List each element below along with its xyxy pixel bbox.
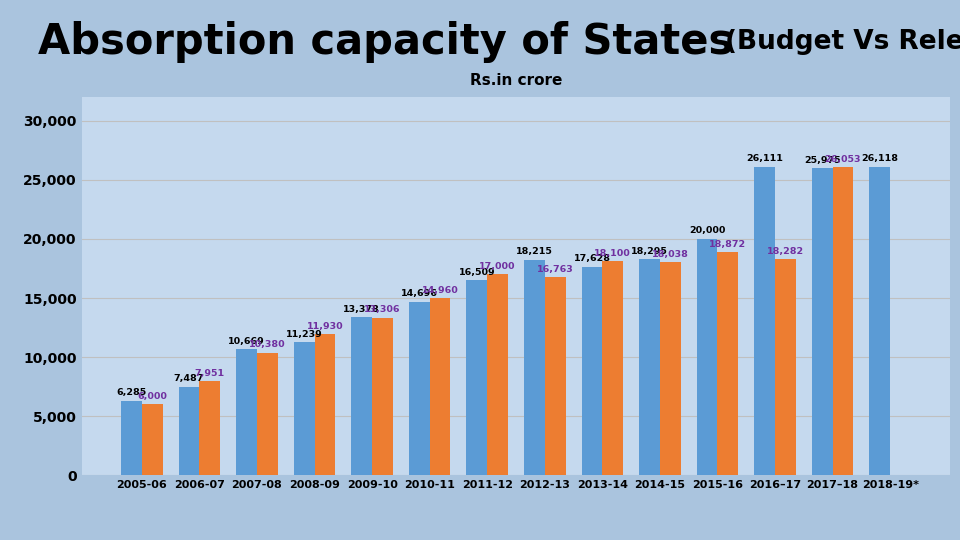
Bar [697, 239, 717, 475]
Bar [236, 349, 257, 475]
Bar [602, 261, 623, 475]
Text: 16,763: 16,763 [537, 265, 573, 274]
Bar [351, 317, 372, 475]
Text: 18,295: 18,295 [631, 247, 668, 255]
Bar [870, 167, 890, 475]
Text: 10,380: 10,380 [249, 340, 286, 349]
Text: 18,215: 18,215 [516, 247, 553, 256]
Text: 13,306: 13,306 [364, 306, 400, 314]
Bar [488, 274, 508, 475]
Text: 11,930: 11,930 [306, 322, 343, 330]
Bar [582, 267, 602, 475]
Bar [812, 168, 832, 475]
Text: 11,239: 11,239 [286, 330, 323, 339]
Text: Absorption capacity of States: Absorption capacity of States [38, 21, 733, 63]
Text: 10,669: 10,669 [228, 336, 265, 346]
Text: 18,282: 18,282 [767, 247, 804, 256]
Text: 6,285: 6,285 [116, 388, 147, 397]
Text: 17,628: 17,628 [573, 254, 611, 264]
Text: 26,111: 26,111 [746, 154, 783, 163]
Text: (Budget Vs Release): (Budget Vs Release) [725, 29, 960, 55]
Text: 6,000: 6,000 [137, 392, 167, 401]
Bar [467, 280, 488, 475]
Bar [832, 167, 853, 475]
Bar [315, 334, 335, 475]
Bar [524, 260, 544, 475]
Bar [200, 381, 220, 475]
Bar [775, 259, 796, 475]
Bar [294, 342, 315, 475]
Bar [544, 277, 565, 475]
Bar [121, 401, 142, 475]
Bar [257, 353, 277, 475]
Text: 7,487: 7,487 [174, 374, 204, 383]
Bar [639, 259, 660, 475]
Bar [142, 404, 162, 475]
Text: 20,000: 20,000 [689, 226, 726, 235]
Text: 14,960: 14,960 [421, 286, 458, 295]
Text: 13,378: 13,378 [344, 305, 380, 314]
Text: 26,053: 26,053 [825, 155, 861, 164]
Text: 16,509: 16,509 [459, 268, 495, 276]
Text: 14,696: 14,696 [401, 289, 438, 298]
Bar [660, 262, 681, 475]
Text: 26,118: 26,118 [861, 154, 899, 163]
Text: 18,038: 18,038 [652, 249, 688, 259]
Text: 7,951: 7,951 [195, 369, 225, 378]
Bar [717, 252, 738, 475]
Text: 25,975: 25,975 [804, 156, 841, 165]
Bar [755, 167, 775, 475]
Bar [372, 318, 393, 475]
Bar [179, 387, 200, 475]
Text: 17,000: 17,000 [479, 262, 516, 271]
Bar [409, 302, 430, 475]
Text: 18,100: 18,100 [594, 249, 631, 258]
Text: Rs.in crore: Rs.in crore [469, 73, 563, 88]
Text: 18,872: 18,872 [709, 240, 747, 249]
Bar [430, 299, 450, 475]
